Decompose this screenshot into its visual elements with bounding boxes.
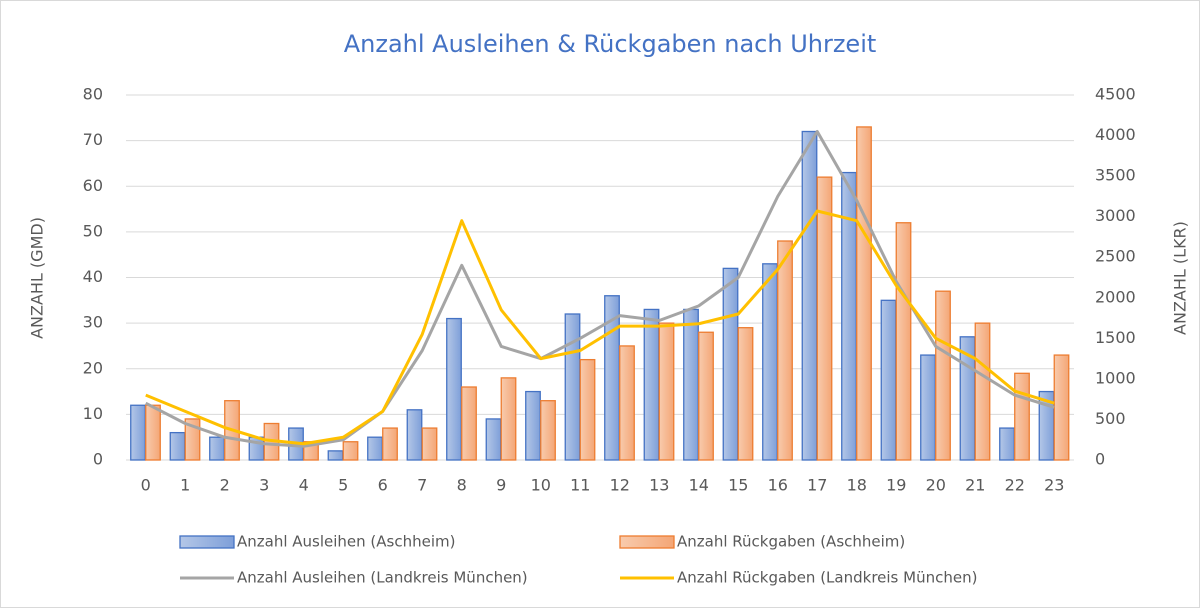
- bar: [145, 404, 161, 461]
- x-tick-label: 17: [807, 476, 827, 495]
- x-tick-label: 19: [886, 476, 906, 495]
- bar: [683, 308, 699, 461]
- x-tick-label: 11: [570, 476, 590, 495]
- bar: [619, 345, 635, 461]
- bar: [564, 313, 581, 461]
- x-tick-label: 13: [649, 476, 669, 495]
- bar: [421, 427, 438, 461]
- bar: [540, 400, 556, 461]
- y-axis-title: ANZAHL (GMD): [28, 217, 47, 339]
- bar: [999, 427, 1015, 461]
- x-tick-label: 5: [338, 476, 348, 495]
- y2-tick-label: 500: [1095, 409, 1126, 428]
- bar: [722, 267, 739, 461]
- x-tick-label: 12: [610, 476, 630, 495]
- x-tick-label: 0: [141, 476, 151, 495]
- bar: [920, 354, 936, 461]
- bar: [500, 377, 517, 461]
- bar: [327, 450, 344, 461]
- x-tick-label: 3: [259, 476, 269, 495]
- x-tick-label: 6: [378, 476, 388, 495]
- y2-tick-label: 2000: [1095, 287, 1136, 306]
- x-tick-label: 8: [457, 476, 467, 495]
- x-tick-label: 9: [496, 476, 506, 495]
- bar: [525, 390, 541, 461]
- bar: [777, 240, 793, 461]
- chart-title: Anzahl Ausleihen & Rückgaben nach Uhrzei…: [344, 30, 877, 58]
- bar: [169, 431, 186, 461]
- x-tick-label: 23: [1044, 476, 1064, 495]
- y-tick-label: 40: [83, 267, 103, 286]
- y-tick-label: 30: [83, 313, 103, 332]
- bar: [184, 418, 201, 461]
- legend-label: Anzahl Rückgaben (Aschheim): [677, 533, 905, 551]
- bar: [209, 436, 225, 461]
- legend-label: Anzahl Ausleihen (Aschheim): [237, 533, 455, 551]
- bar: [935, 290, 951, 461]
- x-tick-label: 14: [689, 476, 709, 495]
- x-tick-label: 20: [926, 476, 946, 495]
- bar: [974, 322, 991, 461]
- bar: [579, 358, 596, 461]
- bar: [342, 441, 359, 461]
- y2-tick-label: 4000: [1095, 125, 1136, 144]
- y2-tick-label: 1500: [1095, 328, 1136, 347]
- y-tick-label: 80: [83, 85, 103, 104]
- y2-tick-label: 1000: [1095, 368, 1136, 387]
- y2-axis-title: ANZAHL (LKR): [1171, 221, 1190, 335]
- x-tick-label: 16: [768, 476, 788, 495]
- y2-tick-label: 4500: [1095, 85, 1136, 104]
- legend-label: Anzahl Ausleihen (Landkreis München): [237, 569, 528, 587]
- x-tick-label: 7: [417, 476, 427, 495]
- x-tick-label: 18: [847, 476, 867, 495]
- bar: [643, 308, 660, 461]
- y2-tick-label: 3000: [1095, 206, 1136, 225]
- x-tick-label: 1: [180, 476, 190, 495]
- legend-swatch: [619, 535, 675, 549]
- y-tick-label: 0: [93, 450, 103, 469]
- x-tick-label: 4: [299, 476, 309, 495]
- bar: [130, 404, 146, 461]
- y-tick-label: 20: [83, 358, 103, 377]
- bar: [880, 299, 897, 461]
- legend-label: Anzahl Rückgaben (Landkreis München): [677, 569, 977, 587]
- bar: [801, 130, 818, 461]
- x-tick-label: 22: [1005, 476, 1025, 495]
- y-tick-label: 50: [83, 221, 103, 240]
- x-tick-label: 10: [531, 476, 551, 495]
- y2-tick-label: 0: [1095, 450, 1105, 469]
- bar: [461, 386, 477, 461]
- y-tick-label: 10: [83, 404, 103, 423]
- x-tick-label: 2: [220, 476, 230, 495]
- bar: [406, 409, 423, 461]
- bar: [485, 418, 502, 461]
- bar: [856, 126, 872, 461]
- y2-tick-label: 3500: [1095, 166, 1136, 185]
- bar: [367, 436, 383, 461]
- line: [145, 209, 1055, 446]
- bar: [446, 317, 462, 461]
- y-tick-label: 60: [83, 176, 103, 195]
- bar: [841, 171, 857, 461]
- bar: [816, 176, 833, 461]
- y-tick-label: 70: [83, 130, 103, 149]
- x-tick-label: 15: [728, 476, 748, 495]
- bar: [382, 427, 398, 461]
- legend-swatch: [179, 535, 235, 549]
- bar: [895, 222, 912, 461]
- bar: [762, 263, 778, 461]
- bar: [1014, 372, 1030, 461]
- bar: [698, 331, 714, 461]
- x-tick-label: 21: [965, 476, 985, 495]
- bar: [737, 327, 754, 461]
- y2-tick-label: 2500: [1095, 247, 1136, 266]
- bar: [1053, 354, 1070, 461]
- bar: [658, 322, 675, 461]
